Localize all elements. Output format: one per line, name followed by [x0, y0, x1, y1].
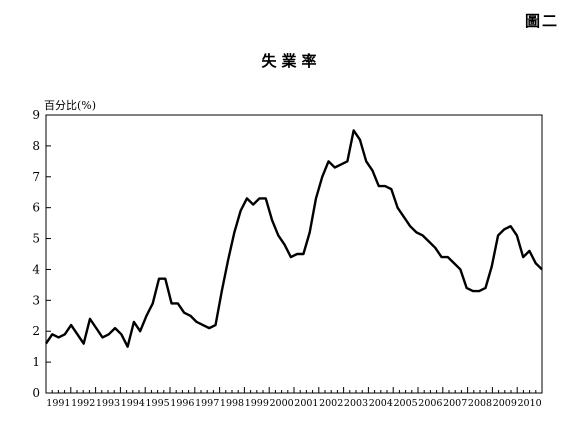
x-tick-label: 1999: [245, 398, 269, 409]
x-tick-label: 1994: [121, 398, 145, 409]
unemployment-rate-line: [45, 129, 543, 348]
x-tick-label: 2010: [518, 398, 542, 409]
x-tick-label: 1992: [71, 398, 95, 409]
x-tick-label: 2000: [270, 398, 294, 409]
figure-label: 圖二: [524, 12, 559, 30]
x-tick-label: 1998: [220, 398, 244, 409]
x-tick-label: 2004: [369, 398, 393, 409]
y-tick-label: 3: [32, 293, 40, 307]
y-tick-label: 9: [32, 108, 40, 122]
y-axis: 0 1 2 3 4 5 6 7 8 9: [32, 108, 51, 400]
x-tick-label: 2002: [319, 398, 343, 409]
y-tick-label: 0: [32, 386, 40, 400]
y-tick-label: 7: [32, 170, 40, 184]
chart-title: 失業率: [261, 52, 322, 70]
x-tick-label: 2003: [344, 398, 368, 409]
y-axis-label: 百分比(%): [44, 99, 97, 112]
x-tick-label: 2006: [418, 398, 442, 409]
x-axis: 1991 1992 1993 1994 1995 1996 1997 1998 1999 2000…: [45, 387, 543, 409]
x-tick-label: 2005: [394, 398, 418, 409]
x-tick-label: 1997: [195, 398, 219, 409]
x-tick-label: 2007: [443, 398, 467, 409]
y-tick-label: 8: [32, 139, 40, 153]
y-tick-label: 2: [32, 324, 40, 338]
y-tick-label: 6: [32, 201, 40, 215]
y-tick-label: 4: [32, 262, 40, 276]
x-tick-label: 1995: [146, 398, 170, 409]
x-tick-label: 2008: [468, 398, 492, 409]
y-tick-label: 1: [32, 355, 40, 369]
x-tick-label: 1996: [170, 398, 194, 409]
x-tick-label: 1993: [96, 398, 120, 409]
y-tick-label: 5: [32, 232, 40, 246]
x-tick-label: 2001: [294, 398, 318, 409]
x-tick-label: 2009: [493, 398, 517, 409]
x-tick-label: 1991: [46, 398, 70, 409]
plot-frame: [45, 114, 543, 394]
